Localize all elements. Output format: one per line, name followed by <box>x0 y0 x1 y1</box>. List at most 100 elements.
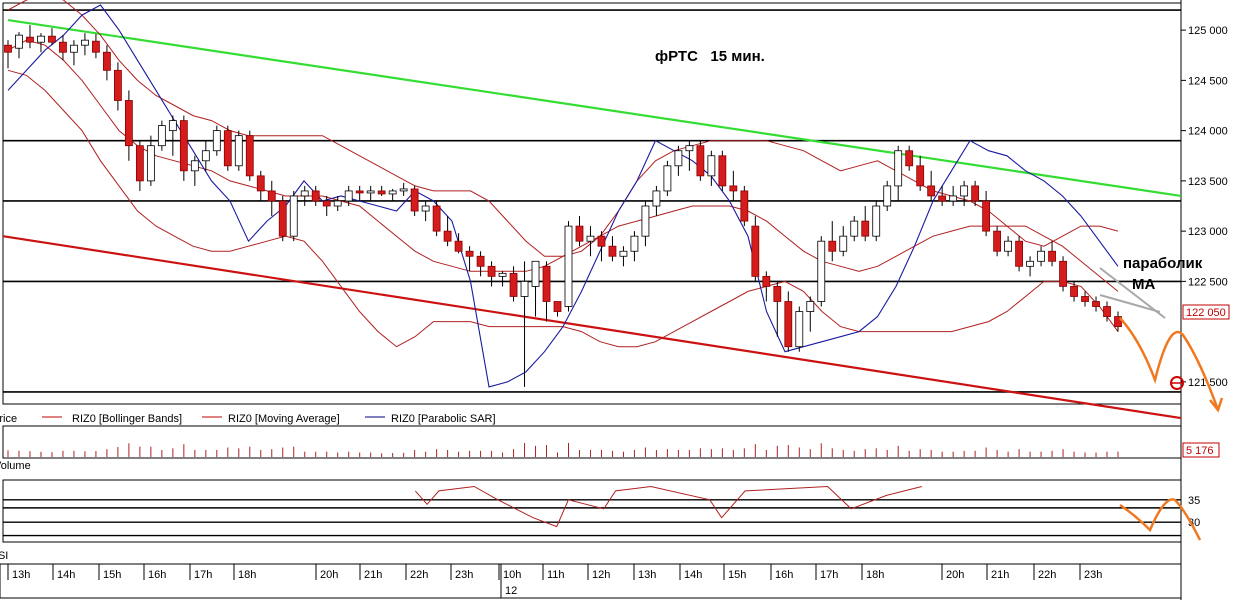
time-tick-label: 20h <box>320 569 338 581</box>
horizontal-levels <box>3 9 1181 393</box>
date-label: 12 <box>505 585 517 597</box>
candle-body-up <box>333 200 342 207</box>
candle-body-up <box>850 220 859 237</box>
candle <box>366 185 375 201</box>
candle <box>1059 256 1067 292</box>
time-tick-label: 15h <box>728 569 746 581</box>
candle-body-up <box>630 235 639 252</box>
candle-body-up <box>146 145 155 182</box>
forecast-arrows <box>1099 267 1224 541</box>
candle-body-up <box>564 225 573 307</box>
candle-body-up <box>289 195 298 237</box>
candle <box>564 221 573 312</box>
candle-body-up <box>652 190 661 207</box>
candle <box>124 90 133 161</box>
candle <box>4 40 12 69</box>
candle <box>443 216 452 247</box>
candle <box>729 170 738 201</box>
candle-body-down <box>971 185 980 202</box>
candle-body-up <box>795 311 804 348</box>
rsi-axis-ticks: 35 30 <box>1188 495 1200 529</box>
candle <box>938 185 947 207</box>
candle-body-down <box>135 145 144 182</box>
candle-body-down <box>542 265 551 302</box>
candle-body-down <box>48 35 56 43</box>
candle-body-up <box>168 120 177 132</box>
candle-body-up <box>37 35 45 43</box>
candle <box>993 226 1002 257</box>
candle <box>1026 256 1034 277</box>
candle <box>48 28 56 46</box>
candle-body-down <box>465 250 474 257</box>
candle <box>575 216 584 247</box>
legend: Price RIZ0 [Bollinger Bands] RIZ0 [Movin… <box>0 413 496 562</box>
candle-body-down <box>1070 286 1078 297</box>
candle-body-up <box>586 235 595 242</box>
legend-bollinger: RIZ0 [Bollinger Bands] <box>72 413 182 425</box>
time-tick-label: 18h <box>866 569 884 581</box>
candle-body-down <box>103 51 111 71</box>
candle <box>685 140 694 171</box>
candle-body-up <box>883 185 892 207</box>
candle <box>520 261 529 387</box>
candle <box>707 150 716 186</box>
candle <box>619 246 628 267</box>
candle <box>146 135 155 186</box>
candle-body-down <box>1015 240 1023 267</box>
candle-body-up <box>619 250 628 257</box>
candle <box>223 125 232 171</box>
time-tick-label: 16h <box>775 569 793 581</box>
price-panel <box>2 2 1182 405</box>
volume-panel <box>2 425 1182 459</box>
candle <box>103 45 111 81</box>
candle <box>960 180 969 207</box>
candle-body-up <box>872 205 881 237</box>
rsi-panel <box>2 479 1182 543</box>
candle-body-down <box>377 190 386 195</box>
candle-body-up <box>674 150 683 167</box>
candle-body-up <box>817 240 826 302</box>
candle-body-down <box>267 190 276 202</box>
candle <box>487 261 496 287</box>
time-axis-ticks: 13h 14h 15h 16h 17h 18h 20h 21h 22h 23h 10h 11h 12h 1… <box>7 564 1102 598</box>
candle-body-down <box>311 190 320 202</box>
candle-body-down <box>718 155 727 187</box>
price-tick-label: 124 500 <box>1188 75 1228 87</box>
candle-body-up <box>894 150 903 187</box>
candle <box>839 226 848 257</box>
candle-body-down <box>124 100 133 147</box>
chart-title: фРТС 15 мин. <box>655 48 765 65</box>
candle-body-up <box>641 205 650 237</box>
candle-body-down <box>762 275 771 287</box>
candle <box>157 120 166 151</box>
candle-body-up <box>366 190 375 194</box>
candle <box>531 260 540 317</box>
candle <box>674 145 683 176</box>
candles <box>4 25 1122 387</box>
candle <box>740 185 749 227</box>
candle-body-down <box>443 230 452 242</box>
candle-body-down <box>927 185 936 197</box>
candle <box>597 231 606 262</box>
candle <box>828 221 837 262</box>
candle <box>1103 301 1111 322</box>
candle-body-down <box>114 69 122 101</box>
candle <box>410 185 419 217</box>
candle-body-down <box>608 245 617 257</box>
candle-body-up <box>806 301 815 312</box>
candle <box>212 125 221 156</box>
legend-sar: RIZ0 [Parabolic SAR] <box>391 413 496 425</box>
candle <box>1048 241 1056 267</box>
candle-body-down <box>575 225 584 242</box>
candle-body-up <box>15 34 23 49</box>
candle <box>399 182 408 196</box>
time-tick-label: 14h <box>57 569 75 581</box>
candle-body-down <box>355 190 364 194</box>
candle <box>168 115 177 156</box>
candle-body-down <box>256 175 265 192</box>
candle <box>135 140 144 191</box>
candle <box>784 291 793 352</box>
red-trendline <box>2 235 1182 420</box>
candle <box>70 40 78 66</box>
candle <box>971 180 980 207</box>
